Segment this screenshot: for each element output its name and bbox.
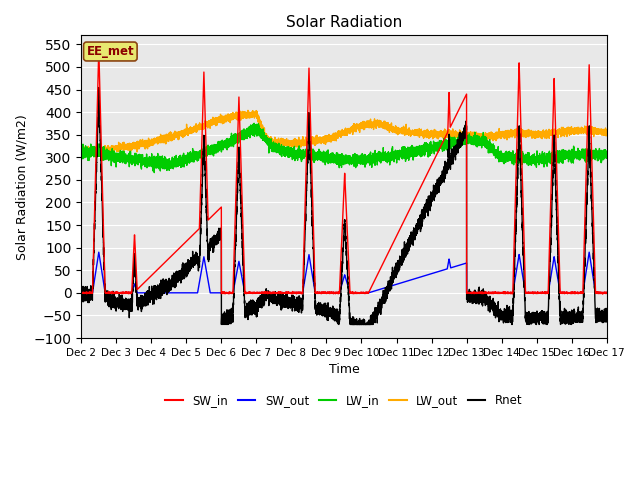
LW_out bbox=[91, 154, 99, 159]
SW_out bbox=[574, 290, 582, 296]
Title: Solar Radiation: Solar Radiation bbox=[286, 15, 402, 30]
Rnet bbox=[256, 300, 264, 306]
Rnet bbox=[95, 84, 102, 90]
Rnet bbox=[581, 264, 589, 269]
SW_in bbox=[95, 46, 102, 52]
LW_in bbox=[461, 136, 469, 142]
Line: LW_in: LW_in bbox=[81, 123, 607, 173]
Rnet bbox=[77, 291, 85, 297]
Rnet bbox=[603, 309, 611, 315]
SW_in bbox=[77, 290, 85, 296]
Rnet bbox=[574, 307, 582, 313]
LW_in bbox=[603, 152, 611, 157]
Text: EE_met: EE_met bbox=[86, 45, 134, 58]
LW_in bbox=[581, 152, 589, 158]
LW_out bbox=[461, 131, 469, 137]
SW_out bbox=[586, 249, 593, 255]
LW_in bbox=[256, 128, 264, 134]
Rnet bbox=[461, 128, 469, 134]
Rnet bbox=[326, 313, 334, 319]
LW_out bbox=[603, 132, 611, 138]
LW_out bbox=[77, 148, 85, 154]
SW_out bbox=[603, 290, 611, 296]
Legend: SW_in, SW_out, LW_in, LW_out, Rnet: SW_in, SW_out, LW_in, LW_out, Rnet bbox=[161, 389, 527, 412]
X-axis label: Time: Time bbox=[328, 363, 359, 376]
SW_in bbox=[326, 290, 334, 296]
LW_in bbox=[250, 120, 258, 126]
LW_in bbox=[476, 139, 484, 145]
SW_in bbox=[461, 94, 469, 99]
SW_out bbox=[77, 290, 85, 296]
SW_out bbox=[326, 290, 334, 296]
SW_in bbox=[476, 290, 484, 296]
Line: SW_out: SW_out bbox=[81, 252, 607, 293]
SW_out bbox=[598, 290, 606, 296]
LW_in bbox=[150, 170, 158, 176]
SW_in bbox=[581, 226, 589, 231]
SW_out bbox=[476, 290, 484, 296]
Line: LW_out: LW_out bbox=[81, 110, 607, 156]
SW_out bbox=[256, 290, 264, 296]
SW_in bbox=[603, 290, 611, 296]
LW_out bbox=[476, 137, 484, 143]
LW_in bbox=[77, 150, 85, 156]
SW_in bbox=[256, 290, 264, 296]
LW_in bbox=[326, 156, 334, 162]
LW_out bbox=[581, 123, 589, 129]
LW_out bbox=[256, 119, 264, 125]
SW_in bbox=[598, 291, 606, 297]
LW_out bbox=[574, 131, 582, 137]
LW_out bbox=[244, 108, 252, 113]
LW_in bbox=[574, 147, 582, 153]
SW_out bbox=[461, 261, 469, 266]
Line: Rnet: Rnet bbox=[81, 87, 607, 324]
SW_in bbox=[574, 290, 582, 296]
Rnet bbox=[218, 322, 225, 327]
Rnet bbox=[476, 292, 484, 298]
SW_out bbox=[580, 279, 588, 285]
Line: SW_in: SW_in bbox=[81, 49, 607, 294]
Y-axis label: Solar Radiation (W/m2): Solar Radiation (W/m2) bbox=[15, 114, 28, 260]
LW_out bbox=[326, 134, 334, 140]
